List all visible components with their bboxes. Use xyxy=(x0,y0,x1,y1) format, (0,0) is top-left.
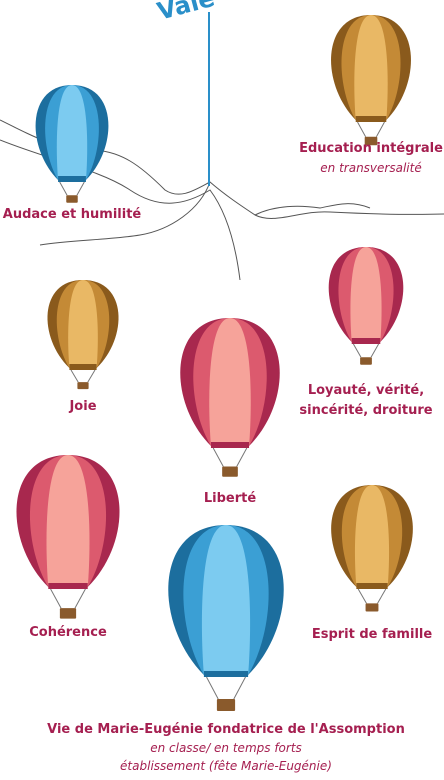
balloon-label: Cohérence xyxy=(29,625,107,640)
balloon xyxy=(331,485,413,611)
basket xyxy=(77,382,88,389)
balloon-label: Loyauté, vérité, xyxy=(308,383,424,398)
basket xyxy=(217,699,235,711)
balloon-label: Education intégrale xyxy=(299,141,443,156)
basket xyxy=(366,603,379,611)
band xyxy=(58,176,86,182)
band xyxy=(211,442,249,448)
envelope-stripe xyxy=(57,85,87,180)
envelope-stripe xyxy=(46,455,89,587)
envelope-stripe xyxy=(354,15,387,120)
band xyxy=(48,583,87,589)
balloon-label: Audace et humilité xyxy=(3,207,142,222)
balloon-sublabel: en classe/ en temps forts xyxy=(150,741,302,755)
envelope-stripe xyxy=(355,485,389,587)
balloon-label: Liberté xyxy=(204,491,256,506)
band xyxy=(356,583,387,589)
balloon xyxy=(331,15,411,145)
ropes xyxy=(51,589,86,608)
band xyxy=(356,116,387,122)
basket xyxy=(66,195,77,203)
balloon xyxy=(329,247,404,365)
infographic: Vale Education intégraleen transversalit… xyxy=(0,0,444,780)
ropes xyxy=(207,677,246,699)
balloon xyxy=(168,525,283,711)
envelope-stripe xyxy=(350,247,381,342)
envelope-stripe xyxy=(68,280,98,368)
ropes xyxy=(213,448,247,466)
basket xyxy=(360,357,372,365)
balloon-label: Joie xyxy=(68,399,96,414)
balloon-sublabel: en transversalité xyxy=(320,161,421,175)
ropes xyxy=(358,589,386,603)
balloon xyxy=(16,455,119,619)
balloon-label: Esprit de famille xyxy=(312,627,433,642)
balloon xyxy=(180,318,279,477)
envelope-stripe xyxy=(202,525,250,675)
envelope-stripe xyxy=(209,318,251,446)
band xyxy=(204,671,248,677)
balloon xyxy=(47,280,118,389)
ropes xyxy=(60,182,85,195)
balloon-sublabel: établissement (fête Marie-Eugénie) xyxy=(120,759,332,773)
ropes xyxy=(358,122,385,137)
ropes xyxy=(71,370,95,382)
ropes xyxy=(353,344,378,357)
band xyxy=(352,338,381,344)
basket xyxy=(60,608,76,619)
basket xyxy=(222,466,238,476)
band xyxy=(69,364,96,370)
balloon-label: Vie de Marie-Eugénie fondatrice de l'Ass… xyxy=(47,722,405,737)
balloon-label: sincérité, droiture xyxy=(299,403,432,418)
balloon xyxy=(36,85,109,203)
